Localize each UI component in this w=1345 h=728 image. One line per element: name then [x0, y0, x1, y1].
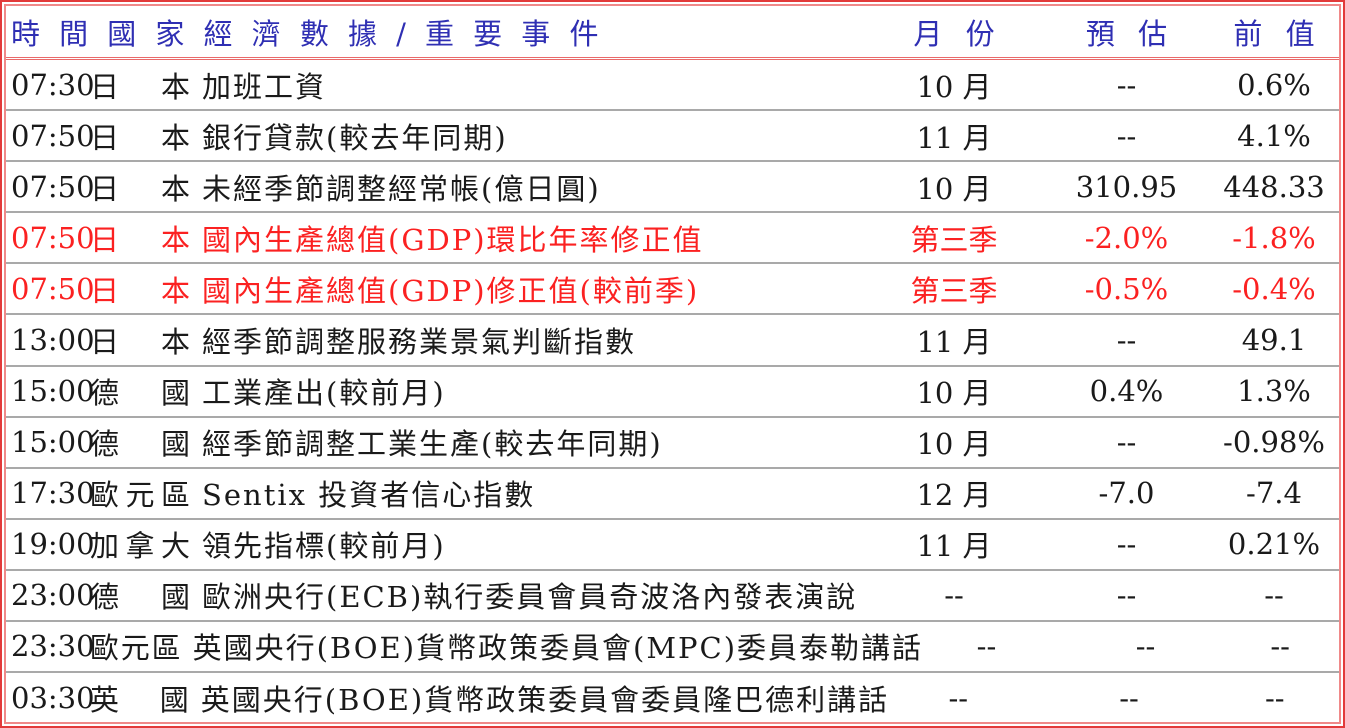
month-cell: 11 月	[916, 529, 992, 564]
table-row: 07:50 日本 國內生產總值(GDP)環比年率修正值 第三季 -2.0% -1…	[6, 211, 1339, 262]
event-cell: 未經季節調整經常帳(億日圓)	[202, 171, 601, 206]
previous-cell: --	[1264, 578, 1284, 613]
estimate-cell: -7.0	[1098, 476, 1155, 511]
table-row: 17:30 歐元區 Sentix 投資者信心指數 12 月 -7.0 -7.4	[6, 466, 1339, 518]
event-cell: 工業產出(較前月)	[202, 376, 446, 411]
country-cell: 日本	[90, 120, 190, 155]
month-cell: --	[948, 680, 969, 715]
estimate-cell: --	[1119, 680, 1139, 715]
previous-cell: 1.3%	[1237, 374, 1311, 409]
event-cell: 英國央行(BOE)貨幣政策委員會(MPC)委員泰勒講話	[192, 631, 924, 666]
estimate-cell: 310.95	[1075, 169, 1178, 204]
time-cell: 23:00	[11, 578, 95, 613]
table-header-row: 時間國家經濟數據/重要事件 月份 預估 前值	[6, 6, 1339, 61]
event-cell: 國內生產總值(GDP)修正值(較前季)	[202, 273, 700, 308]
month-cell: 10 月	[916, 427, 992, 462]
month-cell: 10 月	[916, 376, 992, 411]
table-row: 15:00 德國 工業產出(較前月) 10 月 0.4% 1.3%	[6, 364, 1339, 416]
event-cell: 經季節調整服務業景氣判斷指數	[202, 324, 637, 359]
month-cell: --	[944, 578, 964, 613]
country-cell: 日本	[90, 324, 190, 359]
estimate-cell: --	[1116, 527, 1137, 562]
previous-cell: 0.6%	[1237, 67, 1311, 102]
month-cell: 11 月	[916, 324, 992, 359]
previous-cell: -0.4%	[1232, 271, 1316, 306]
estimate-cell: --	[1116, 118, 1137, 153]
event-cell: Sentix 投資者信心指數	[202, 478, 536, 513]
header-previous: 前值	[1233, 16, 1338, 51]
table-row: 07:50 日本 未經季節調整經常帳(億日圓) 10 月 310.95 448.…	[6, 160, 1339, 211]
month-cell: 12 月	[916, 478, 992, 513]
month-cell: 10 月	[916, 171, 992, 206]
previous-cell: 0.21%	[1227, 527, 1321, 562]
estimate-cell: --	[1135, 629, 1156, 664]
event-cell: 加班工資	[202, 69, 327, 104]
time-cell: 07:30	[11, 67, 95, 102]
previous-cell: -0.98%	[1223, 425, 1325, 460]
month-cell: --	[976, 629, 997, 664]
country-cell: 德國	[90, 580, 190, 615]
country-cell: 英國	[90, 682, 189, 717]
month-cell: 11 月	[916, 120, 992, 155]
time-cell: 07:50	[11, 169, 95, 204]
table-row: 19:00 加拿大 領先指標(較前月) 11 月 -- 0.21%	[6, 517, 1339, 569]
table-row: 07:50 日本 銀行貸款(較去年同期) 11 月 -- 4.1%	[6, 109, 1339, 160]
previous-cell: -7.4	[1246, 476, 1302, 511]
estimate-cell: --	[1116, 67, 1137, 102]
previous-cell: 49.1	[1241, 322, 1307, 357]
country-cell: 歐元區	[90, 478, 190, 513]
time-cell: 17:30	[11, 476, 95, 511]
time-cell: 03:30	[11, 680, 95, 715]
header-time-country-event: 時間國家經濟數據/重要事件	[11, 16, 618, 51]
month-cell: 10 月	[916, 69, 992, 104]
previous-cell: --	[1265, 680, 1285, 715]
country-cell: 日本	[90, 273, 190, 308]
event-cell: 國內生產總值(GDP)環比年率修正值	[202, 222, 704, 257]
table-row: 13:00 日本 經季節調整服務業景氣判斷指數 11 月 -- 49.1	[6, 313, 1339, 364]
table-body: 時間國家經濟數據/重要事件 月份 預估 前值 07:30 日本 加班工資 10 …	[4, 4, 1341, 724]
country-cell: 德國	[90, 376, 190, 411]
country-cell: 日本	[90, 222, 190, 257]
country-cell: 歐元區	[90, 631, 181, 666]
table-row: 03:30 英國 英國央行(BOE)貨幣政策委員會委員隆巴德利講話 -- -- …	[6, 670, 1339, 722]
country-cell: 加拿大	[90, 529, 190, 564]
estimate-cell: -0.5%	[1084, 271, 1169, 306]
time-cell: 07:50	[11, 220, 95, 255]
time-cell: 23:30	[11, 629, 95, 664]
estimate-cell: -2.0%	[1084, 220, 1169, 255]
time-cell: 15:00	[11, 374, 95, 409]
table-row: 15:00 德國 經季節調整工業生產(較去年同期) 10 月 -- -0.98%	[6, 415, 1339, 467]
table-row: 23:30 歐元區 英國央行(BOE)貨幣政策委員會(MPC)委員泰勒講話 --…	[6, 619, 1339, 671]
event-cell: 銀行貸款(較去年同期)	[202, 120, 508, 155]
event-cell: 歐洲央行(ECB)執行委員會員奇波洛內發表演說	[202, 580, 858, 615]
estimate-cell: --	[1116, 425, 1137, 460]
table-row: 23:00 德國 歐洲央行(ECB)執行委員會員奇波洛內發表演說 -- -- -…	[6, 568, 1339, 620]
event-cell: 經季節調整工業生產(較去年同期)	[202, 427, 663, 462]
header-month: 月份	[913, 16, 1018, 51]
month-cell: 第三季	[910, 273, 998, 308]
month-cell: 第三季	[910, 222, 998, 257]
country-cell: 德國	[90, 427, 190, 462]
time-cell: 07:50	[11, 271, 95, 306]
previous-cell: --	[1270, 629, 1290, 664]
time-cell: 19:00	[11, 527, 95, 562]
previous-cell: 448.33	[1223, 169, 1325, 204]
estimate-cell: --	[1116, 578, 1137, 613]
country-cell: 日本	[90, 69, 190, 104]
time-cell: 07:50	[11, 118, 95, 153]
table-row: 07:30 日本 加班工資 10 月 -- 0.6%	[6, 60, 1339, 109]
estimate-cell: --	[1116, 322, 1137, 357]
previous-cell: -1.8%	[1232, 220, 1316, 255]
event-cell: 領先指標(較前月)	[202, 529, 446, 564]
header-estimate: 預估	[1085, 16, 1191, 51]
event-cell: 英國央行(BOE)貨幣政策委員會委員隆巴德利講話	[200, 682, 890, 717]
table-row: 07:50 日本 國內生產總值(GDP)修正值(較前季) 第三季 -0.5% -…	[6, 262, 1339, 313]
time-cell: 15:00	[11, 425, 95, 460]
time-cell: 13:00	[11, 322, 95, 357]
country-cell: 日本	[90, 171, 190, 206]
estimate-cell: 0.4%	[1089, 374, 1164, 409]
previous-cell: 4.1%	[1237, 118, 1311, 153]
